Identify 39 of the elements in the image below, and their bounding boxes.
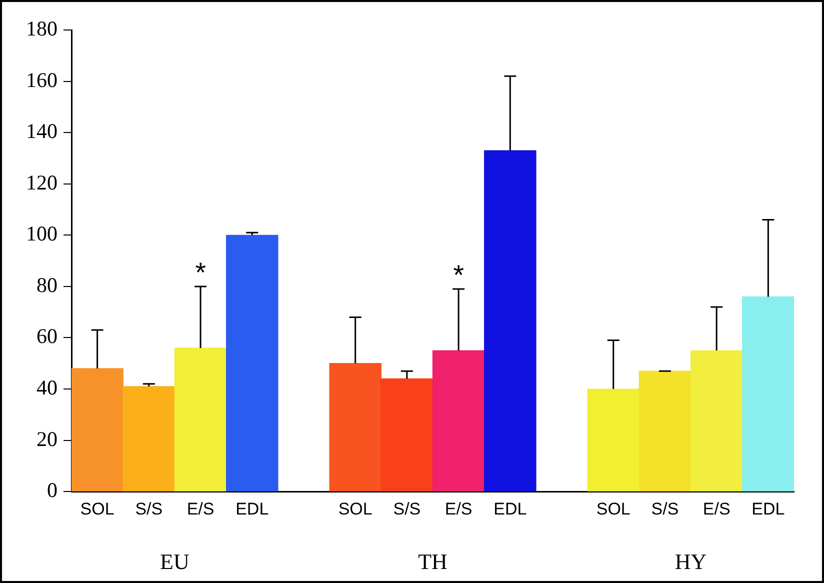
y-tick-label: 60 (36, 324, 58, 348)
bar (638, 370, 692, 492)
bar (72, 368, 124, 492)
y-tick-label: 40 (36, 376, 58, 400)
y-tick-label: 120 (26, 170, 58, 194)
text: EU (160, 548, 190, 574)
bar (690, 350, 743, 492)
y-tick-label: 140 (26, 119, 58, 144)
bar (742, 296, 794, 492)
bar (432, 350, 485, 492)
y-tick-label: 0 (47, 478, 58, 502)
x-tick-label: SOL (338, 499, 372, 518)
y-tick-label: 160 (26, 68, 58, 92)
y-tick-label: 20 (36, 426, 58, 451)
bar (174, 348, 227, 492)
bar (329, 363, 382, 492)
bar (226, 234, 278, 492)
x-tick-label: E/S (444, 499, 472, 518)
x-tick-label: E/S (186, 499, 214, 518)
y-tick-label: 180 (26, 16, 58, 41)
data-label: * (453, 260, 464, 291)
x-tick-label: EDL (236, 499, 269, 518)
x-tick-label: S/S (651, 499, 679, 518)
x-tick-label: SOL (80, 499, 114, 518)
data-label: * (195, 257, 206, 288)
x-tick-label: SOL (596, 499, 630, 518)
bar (587, 388, 640, 492)
x-tick-label: S/S (135, 499, 163, 518)
x-tick-label: EDL (752, 499, 785, 518)
y-tick-label: 80 (36, 272, 58, 297)
x-tick-label: E/S (702, 499, 730, 518)
bar (122, 386, 176, 492)
x-tick-label: EDL (494, 499, 527, 518)
x-tick-label: S/S (393, 499, 421, 518)
bar (380, 378, 434, 492)
bar (484, 150, 536, 492)
y-tick-label: 100 (26, 222, 58, 246)
text: HY (674, 548, 707, 574)
text: TH (418, 548, 448, 574)
